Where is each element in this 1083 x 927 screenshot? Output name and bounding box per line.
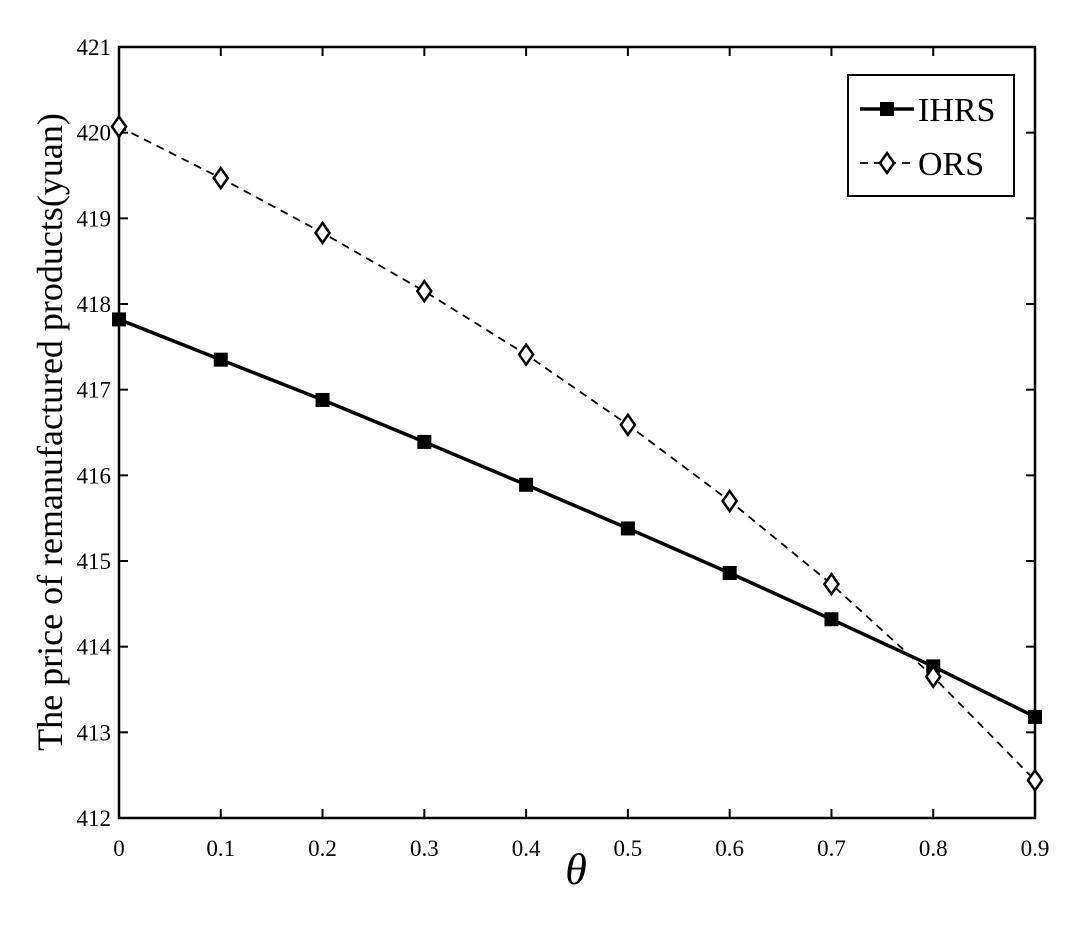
x-tick-label: 0.8 [919,836,948,861]
data-point-ihrs [112,312,126,327]
data-point-ors [619,412,637,437]
x-tick-label: 0.9 [1021,836,1050,861]
legend-marker-ors [878,150,896,176]
data-point-ors [314,220,332,246]
data-point-ors [517,342,535,367]
data-point-ors [415,278,433,304]
data-point-ors [212,165,230,191]
y-tick-labels: 412 413 414 415 416 417 418 419 420 421 [77,35,112,831]
series-layer [110,114,1044,793]
data-point-ihrs [1028,709,1042,724]
x-tick-label: 0.1 [206,836,235,861]
series-line-ors [118,125,1036,781]
legend-label-ihrs: IHRS [918,92,995,129]
data-point-ihrs [519,477,534,492]
data-point-ihrs [213,352,228,367]
series-line-ihrs [118,317,1036,719]
legend-label-ors: ORS [918,146,984,183]
y-axis-title: The price of remanufactured products(yua… [30,113,70,751]
x-tick-label: 0.2 [308,836,337,861]
data-point-ihrs [417,434,432,449]
legend-marker-ihrs [880,102,894,116]
data-point-ihrs [620,521,635,536]
data-point-ors [110,114,128,139]
legend-box [847,74,1015,197]
x-tick-label: 0.3 [410,836,439,861]
y-tick-label: 412 [77,806,112,831]
x-tick-label: 0.7 [817,836,846,861]
y-tick-label: 417 [77,378,112,403]
y-tick-label: 414 [77,635,112,660]
y-tick-label: 421 [77,35,112,60]
data-point-ihrs [722,565,737,580]
x-tick-label: 0.6 [715,836,744,861]
x-tick-label: 0.4 [512,836,541,861]
data-point-ihrs [315,392,330,407]
y-tick-label: 415 [77,549,112,574]
y-tick-label: 418 [77,292,112,317]
y-tick-label: 413 [77,720,112,745]
x-tick-label: 0.5 [614,836,643,861]
data-point-ihrs [824,612,839,627]
y-tick-label: 420 [77,121,112,146]
y-tick-label: 419 [77,206,112,231]
legend: IHRS ORS [847,74,1015,197]
data-point-ors [721,488,739,514]
data-point-ors [822,571,840,597]
x-tick-label: 0 [113,836,125,861]
data-point-ors [924,664,942,689]
axis-ticks [118,46,1036,819]
x-tick-labels: 0 0.1 0.2 0.3 0.4 0.5 0.6 0.7 0.8 0.9 [113,836,1049,861]
y-tick-label: 416 [77,463,112,488]
x-axis-title: θ [565,845,587,894]
data-point-ors [1026,768,1044,793]
